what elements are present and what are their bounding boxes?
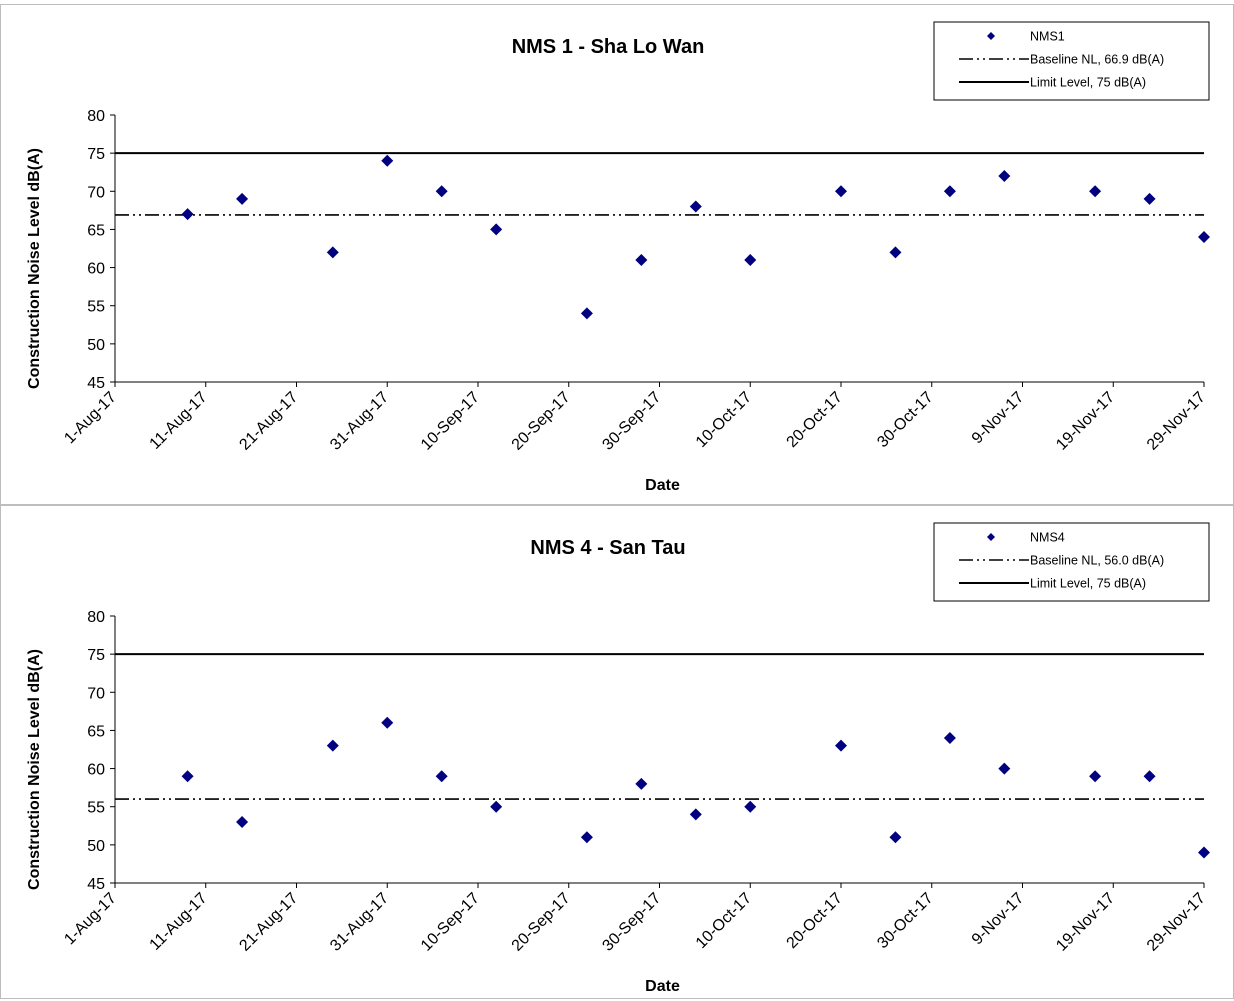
- data-point: [998, 170, 1011, 183]
- legend-entry-label: Baseline NL, 66.9 dB(A): [1030, 53, 1164, 67]
- data-point: [490, 223, 503, 236]
- y-tick-label: 55: [87, 299, 105, 316]
- legend-entry-label: Limit Level, 75 dB(A): [1030, 76, 1146, 90]
- data-point: [1089, 185, 1102, 198]
- y-axis-label: Construction Noise Level dB(A): [26, 148, 43, 389]
- legend-entry-label: Limit Level, 75 dB(A): [1030, 577, 1146, 591]
- x-tick-label: 20-Sep-17: [509, 389, 574, 454]
- x-tick-label: 1-Aug-17: [61, 890, 120, 949]
- x-tick-label: 29-Nov-17: [1144, 890, 1209, 955]
- legend-box: [933, 21, 1210, 101]
- x-tick-label: 20-Sep-17: [509, 890, 574, 955]
- data-point: [181, 770, 194, 783]
- data-point: [580, 831, 593, 844]
- chart-title: NMS 1 - Sha Lo Wan: [512, 36, 705, 58]
- data-point: [689, 200, 702, 213]
- y-tick-label: 65: [87, 723, 105, 740]
- data-point: [744, 253, 757, 266]
- legend-entry-label: NMS4: [1030, 531, 1065, 545]
- x-axis-label: Date: [645, 477, 680, 494]
- x-tick-label: 31-Aug-17: [327, 890, 392, 955]
- data-point: [580, 307, 593, 320]
- x-tick-label: 21-Aug-17: [236, 890, 301, 955]
- x-tick-label: 9-Nov-17: [969, 389, 1028, 448]
- y-tick-label: 70: [87, 184, 105, 201]
- data-point: [689, 808, 702, 821]
- chart-svg-nms1: NMS 1 - Sha Lo Wan 45 50 55 60 65 70 75 80 1-Aug-…: [26, 21, 1210, 494]
- y-axis-label: Construction Noise Level dB(A): [26, 649, 43, 890]
- y-tick-label: 80: [87, 108, 105, 125]
- y-tick-label: 75: [87, 146, 105, 163]
- data-point: [744, 800, 757, 813]
- data-point: [635, 777, 648, 790]
- data-point: [381, 716, 394, 729]
- data-point: [435, 185, 448, 198]
- x-tick-label: 19-Nov-17: [1053, 389, 1118, 454]
- x-tick-label: 30-Oct-17: [874, 890, 936, 952]
- legend-box: [933, 522, 1210, 602]
- data-point: [1143, 192, 1156, 205]
- data-point: [1198, 846, 1210, 859]
- x-tick-label: 20-Oct-17: [784, 890, 846, 952]
- x-tick-label: 10-Oct-17: [693, 389, 755, 451]
- data-point: [1089, 770, 1102, 783]
- x-tick-label: 10-Sep-17: [418, 890, 483, 955]
- chart-panel-nms1: NMS 1 - Sha Lo Wan 45 50 55 60 65 70 75 80 1-Aug-…: [0, 4, 1234, 505]
- legend-marker: [987, 533, 995, 541]
- y-tick-label: 80: [87, 609, 105, 626]
- x-tick-label: 9-Nov-17: [969, 890, 1028, 949]
- x-tick-label: 11-Aug-17: [147, 389, 211, 453]
- x-tick-label: 19-Nov-17: [1053, 890, 1118, 955]
- y-tick-label: 75: [87, 647, 105, 664]
- data-point: [490, 800, 503, 813]
- x-tick-label: 30-Sep-17: [599, 890, 664, 955]
- legend-entry-label: NMS1: [1030, 30, 1065, 44]
- y-tick-label: 50: [87, 838, 105, 855]
- chart-title: NMS 4 - San Tau: [530, 537, 685, 559]
- x-tick-label: 30-Oct-17: [874, 389, 936, 451]
- data-point: [835, 739, 847, 752]
- x-tick-label: 10-Sep-17: [418, 389, 483, 454]
- data-point: [181, 208, 194, 221]
- data-point: [889, 246, 902, 259]
- x-tick-label: 31-Aug-17: [327, 389, 392, 454]
- y-tick-label: 50: [87, 337, 105, 354]
- y-tick-label: 65: [87, 222, 105, 239]
- data-point: [943, 185, 956, 198]
- data-point: [381, 154, 394, 167]
- x-tick-label: 21-Aug-17: [236, 389, 301, 454]
- x-tick-label: 20-Oct-17: [784, 389, 846, 451]
- data-point: [998, 762, 1011, 775]
- data-point: [326, 739, 339, 752]
- y-tick-label: 55: [87, 800, 105, 817]
- chart-legend: NMS4 Baseline NL, 56.0 dB(A) Limit Level, …: [933, 522, 1210, 602]
- data-point: [889, 831, 902, 844]
- legend-marker: [987, 32, 995, 40]
- data-point: [236, 815, 249, 828]
- legend-entry-label: Baseline NL, 56.0 dB(A): [1030, 554, 1164, 568]
- data-point: [943, 732, 956, 745]
- data-point: [835, 185, 847, 198]
- data-point: [635, 253, 648, 266]
- data-point: [435, 770, 448, 783]
- chart-svg-nms4: NMS 4 - San Tau 45 50 55 60 65 70 75 80 1-Aug-17 1…: [26, 522, 1210, 995]
- x-tick-label: 30-Sep-17: [599, 389, 664, 454]
- data-point: [326, 246, 339, 259]
- y-tick-label: 70: [87, 685, 105, 702]
- data-point: [236, 192, 249, 205]
- data-point: [1198, 231, 1210, 244]
- x-tick-label: 10-Oct-17: [693, 890, 755, 952]
- x-tick-label: 1-Aug-17: [61, 389, 120, 448]
- x-axis-label: Date: [645, 978, 680, 995]
- y-tick-label: 45: [87, 375, 105, 392]
- data-point: [1143, 770, 1156, 783]
- y-tick-label: 60: [87, 762, 105, 779]
- y-tick-label: 45: [87, 876, 105, 893]
- x-tick-label: 11-Aug-17: [147, 890, 211, 954]
- chart-panel-nms4: NMS 4 - San Tau 45 50 55 60 65 70 75 80 1-Aug-17 1…: [0, 505, 1234, 999]
- y-tick-label: 60: [87, 261, 105, 278]
- chart-legend: NMS1 Baseline NL, 66.9 dB(A) Limit Level, …: [933, 21, 1210, 101]
- x-tick-label: 29-Nov-17: [1144, 389, 1209, 454]
